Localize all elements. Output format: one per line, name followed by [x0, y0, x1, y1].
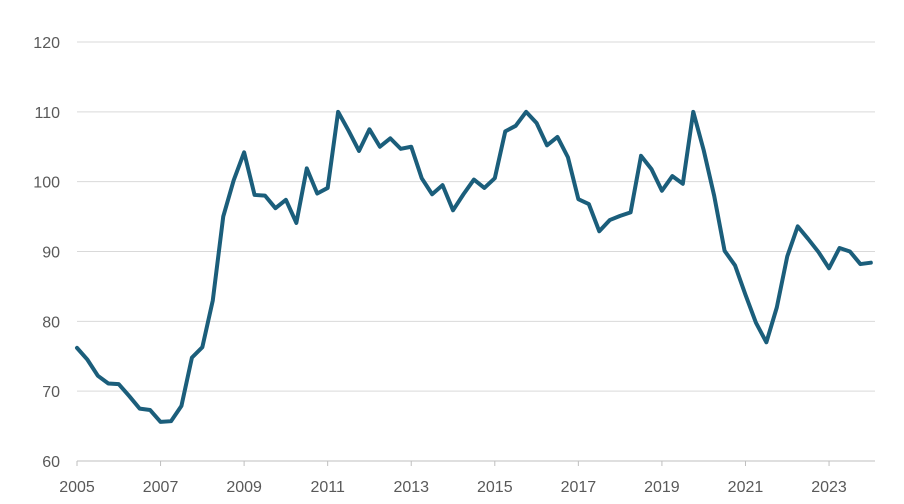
x-tick-label: 2007 [143, 479, 179, 496]
y-tick-label: 120 [33, 35, 60, 52]
y-tick-label: 100 [33, 175, 60, 192]
x-tick-label: 2021 [728, 479, 764, 496]
x-tick-label: 2009 [226, 479, 262, 496]
y-tick-label: 80 [42, 314, 60, 331]
y-axis-tick-labels: 60 70 80 90 100 110 120 [33, 35, 60, 471]
series-layer [75, 109, 873, 424]
x-axis-tick-labels: 2005 2007 2009 2011 2013 2015 2017 2019 2021 2023 [59, 479, 847, 496]
y-tick-label: 110 [34, 105, 60, 122]
y-tick-label: 70 [42, 384, 60, 401]
y-tick-label: 90 [42, 245, 60, 262]
x-tick-label: 2015 [477, 479, 513, 496]
x-tick-label: 2023 [811, 479, 847, 496]
x-tick-label: 2017 [561, 479, 597, 496]
x-tick-label: 2005 [59, 479, 95, 496]
x-axis [76, 460, 875, 466]
y-tick-label: 60 [42, 454, 60, 471]
x-tick-label: 2019 [644, 479, 680, 496]
x-tick-label: 2013 [393, 479, 429, 496]
x-tick-label: 2011 [310, 479, 345, 496]
series-line-0 [75, 109, 873, 424]
grid-lines [77, 41, 875, 392]
